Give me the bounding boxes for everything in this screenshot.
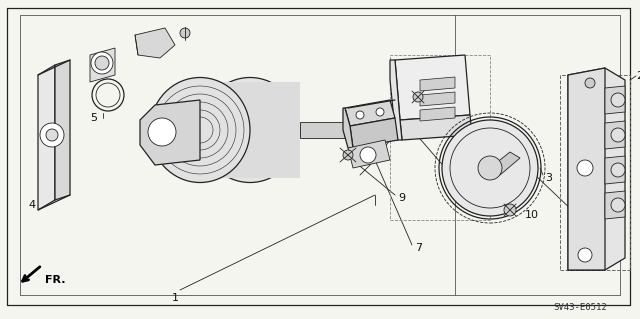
Circle shape bbox=[611, 128, 625, 142]
Circle shape bbox=[180, 28, 190, 38]
Circle shape bbox=[504, 204, 516, 216]
Text: 9: 9 bbox=[422, 83, 429, 93]
Ellipse shape bbox=[150, 78, 250, 182]
Text: FR.: FR. bbox=[45, 275, 65, 285]
Text: 2: 2 bbox=[636, 71, 640, 81]
Circle shape bbox=[91, 52, 113, 74]
Circle shape bbox=[356, 111, 364, 119]
Text: SV43-E0512: SV43-E0512 bbox=[553, 303, 607, 313]
Circle shape bbox=[611, 163, 625, 177]
Text: 7: 7 bbox=[415, 243, 422, 253]
Text: 6: 6 bbox=[465, 183, 472, 193]
Circle shape bbox=[343, 150, 353, 160]
Circle shape bbox=[585, 78, 595, 88]
Circle shape bbox=[95, 56, 109, 70]
Circle shape bbox=[442, 120, 538, 216]
Polygon shape bbox=[395, 55, 470, 120]
Polygon shape bbox=[490, 152, 520, 175]
Polygon shape bbox=[605, 191, 625, 219]
Polygon shape bbox=[400, 115, 472, 140]
Text: 8: 8 bbox=[600, 230, 607, 240]
Polygon shape bbox=[420, 107, 455, 121]
Polygon shape bbox=[348, 140, 390, 168]
Circle shape bbox=[40, 123, 64, 147]
Polygon shape bbox=[38, 65, 55, 210]
Polygon shape bbox=[350, 118, 398, 148]
Polygon shape bbox=[605, 86, 625, 114]
Text: 1: 1 bbox=[172, 293, 179, 303]
Text: 3: 3 bbox=[545, 173, 552, 183]
Polygon shape bbox=[200, 82, 300, 178]
Circle shape bbox=[578, 248, 592, 262]
Circle shape bbox=[611, 198, 625, 212]
Polygon shape bbox=[390, 60, 402, 140]
Circle shape bbox=[46, 129, 58, 141]
Text: 4: 4 bbox=[28, 200, 35, 210]
Text: 10: 10 bbox=[525, 210, 539, 220]
Polygon shape bbox=[605, 121, 625, 149]
Bar bbox=[390, 55, 490, 220]
Circle shape bbox=[360, 147, 376, 163]
Circle shape bbox=[376, 108, 384, 116]
Polygon shape bbox=[90, 48, 115, 82]
Polygon shape bbox=[568, 68, 625, 270]
Circle shape bbox=[577, 160, 593, 176]
Ellipse shape bbox=[200, 78, 300, 182]
Bar bbox=[560, 75, 630, 270]
Text: 5: 5 bbox=[90, 113, 97, 123]
Circle shape bbox=[148, 118, 176, 146]
Polygon shape bbox=[135, 28, 175, 58]
Polygon shape bbox=[345, 100, 395, 126]
Polygon shape bbox=[343, 108, 353, 148]
Text: 9: 9 bbox=[398, 193, 405, 203]
Circle shape bbox=[478, 156, 502, 180]
Polygon shape bbox=[605, 156, 625, 184]
Polygon shape bbox=[140, 100, 200, 165]
Polygon shape bbox=[300, 122, 345, 138]
Polygon shape bbox=[568, 68, 605, 270]
Polygon shape bbox=[420, 92, 455, 106]
Circle shape bbox=[611, 93, 625, 107]
Polygon shape bbox=[55, 60, 70, 200]
Circle shape bbox=[413, 92, 423, 102]
Polygon shape bbox=[420, 77, 455, 91]
